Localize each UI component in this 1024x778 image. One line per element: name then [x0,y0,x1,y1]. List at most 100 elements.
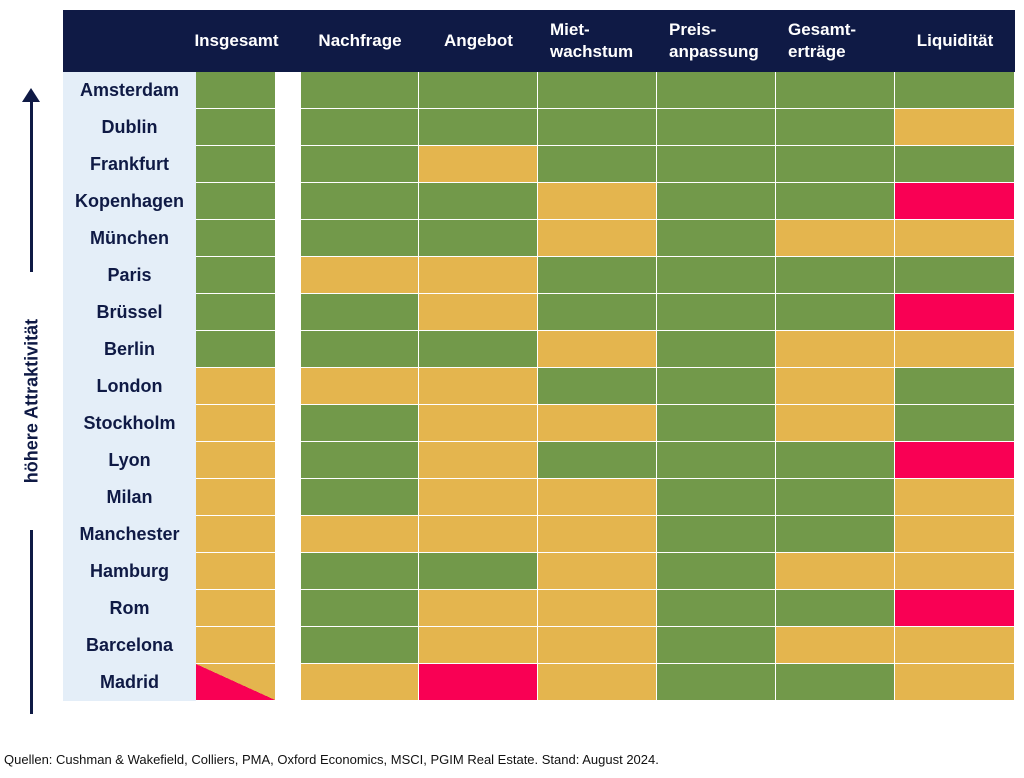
heatmap-cell [657,590,776,627]
heatmap-cell [657,294,776,331]
heatmap-cell [895,590,1015,627]
row-label: Rom [109,598,150,618]
heatmap-cell [196,664,276,701]
heatmap-cell [538,479,657,516]
heatmap-cell [776,183,895,220]
heatmap-cell [301,479,419,516]
heatmap-cell [895,442,1015,479]
row-label: Amsterdam [79,80,180,100]
row-label: Hamburg [89,561,169,581]
heatmap-cell [657,331,776,368]
heatmap-cell [196,516,276,553]
heatmap-cell [301,257,419,294]
heatmap-cell [895,294,1015,331]
heatmap-cell [301,368,419,405]
heatmap-cell [196,294,276,331]
heatmap-cell [776,479,895,516]
heatmap-cell [301,664,419,701]
heatmap-cell [657,479,776,516]
arrow-up-icon [22,88,40,102]
heatmap-cell [657,442,776,479]
heatmap-cell [419,331,538,368]
row-label: Brüssel [96,302,163,322]
heatmap-cell [196,331,276,368]
attractiveness-axis: höhere Attraktivität [14,88,50,718]
heatmap-cell [776,220,895,257]
heatmap-cell [657,627,776,664]
heatmap-cell [301,220,419,257]
row-label: Paris [107,265,152,285]
heatmap-cell [776,368,895,405]
heatmap-cell [657,405,776,442]
heatmap-cell [657,146,776,183]
heatmap-cell [657,72,776,109]
row-label: München [90,228,169,248]
heatmap-cell [301,516,419,553]
row-label: London [96,376,163,396]
heatmap-cell [657,553,776,590]
heatmap-cell [895,553,1015,590]
column-header: Angebot [444,31,513,50]
heatmap-cell [196,183,276,220]
heatmap-cell [196,368,276,405]
row-label: Manchester [79,524,180,544]
row-label: Milan [106,487,153,507]
heatmap-cell [776,553,895,590]
column-header: Preis- anpassung [669,20,759,61]
column-header: Gesamt- erträge [788,20,857,61]
heatmap-cell [419,405,538,442]
heatmap-cell [301,442,419,479]
heatmap-cell [301,183,419,220]
heatmap-cell [776,405,895,442]
heatmap-cell [895,516,1015,553]
heatmap-cell [196,257,276,294]
heatmap-cell [419,294,538,331]
heatmap-cell [538,590,657,627]
heatmap-cell [419,368,538,405]
heatmap-cell [538,405,657,442]
heatmap-cell [895,368,1015,405]
heatmap-cell [657,257,776,294]
heatmap-cell [419,257,538,294]
heatmap-cell [776,257,895,294]
heatmap-cell [419,627,538,664]
heatmap-cell [419,220,538,257]
heatmap-cell [895,405,1015,442]
heatmap-cell [301,331,419,368]
heatmap-cell [196,220,276,257]
heatmap-cell [196,109,276,146]
axis-line-upper [30,98,33,272]
heatmap-cell [895,257,1015,294]
heatmap-cell [657,664,776,701]
row-label: Berlin [103,339,155,359]
heatmap-cell [895,72,1015,109]
heatmap-cell [419,664,538,701]
heatmap-cell [895,479,1015,516]
row-label: Madrid [99,672,159,692]
heatmap-cell [538,664,657,701]
heatmap-cell [538,220,657,257]
row-label: Stockholm [83,413,176,433]
heatmap-cell [196,72,276,109]
heatmap-cell [538,442,657,479]
heatmap-cell [196,553,276,590]
heatmap-cell [776,590,895,627]
heatmap-cell [895,146,1015,183]
heatmap-cell [419,146,538,183]
heatmap-cell [538,331,657,368]
heatmap-cell [196,442,276,479]
heatmap-cell [196,590,276,627]
heatmap-cell [301,146,419,183]
column-header: Insgesamt [194,31,279,50]
column-header: Liquidität [916,31,994,50]
heatmap-cell [419,479,538,516]
heatmap-cell [776,146,895,183]
heatmap-cell [419,553,538,590]
heatmap-cell [419,442,538,479]
heatmap-cell [776,442,895,479]
heatmap-cell [895,664,1015,701]
heatmap-cell [538,368,657,405]
heatmap-cell [301,405,419,442]
heatmap-cell [301,109,419,146]
